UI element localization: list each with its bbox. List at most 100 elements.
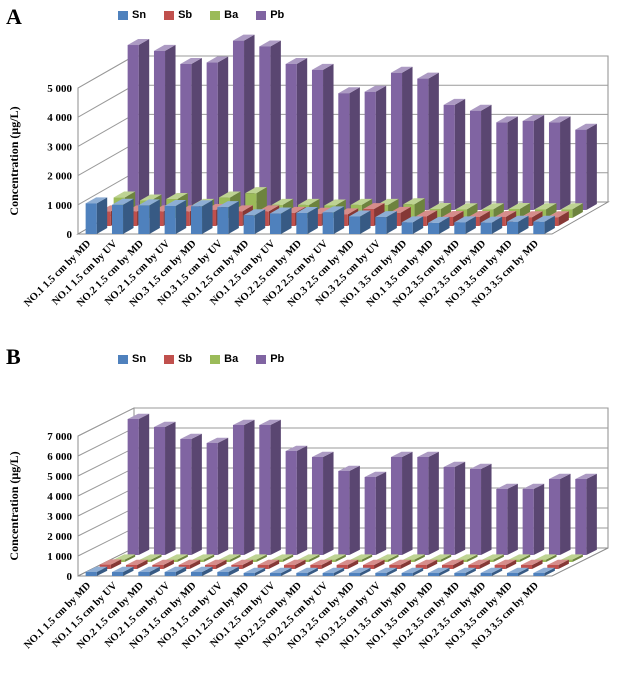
- bar-side: [440, 202, 452, 218]
- bar-top: [269, 207, 292, 214]
- bar-sn: [269, 207, 292, 234]
- bar-sn: [269, 567, 292, 576]
- bar-side: [217, 437, 229, 555]
- bar-side: [137, 559, 148, 569]
- bar-front: [217, 207, 229, 234]
- bar-top: [561, 203, 583, 210]
- bar-top: [153, 44, 176, 51]
- bar-top: [338, 87, 360, 94]
- bar-front: [454, 222, 466, 234]
- bar-front: [362, 565, 375, 569]
- bar-sn: [138, 199, 160, 234]
- bar-side: [467, 203, 478, 218]
- bar-side: [124, 554, 136, 562]
- bar-top: [217, 201, 239, 208]
- bar-top: [350, 554, 373, 560]
- bar-side: [335, 554, 346, 562]
- bar-top: [178, 559, 201, 565]
- bar-sn: [190, 200, 213, 234]
- bar-front: [364, 91, 376, 210]
- bar-front: [206, 443, 218, 555]
- bar-side: [414, 554, 425, 562]
- bar-top: [111, 566, 134, 572]
- bar-top: [99, 559, 122, 565]
- bar-top: [245, 187, 267, 194]
- bar-side: [439, 567, 450, 576]
- bar-top: [403, 198, 425, 205]
- bar-top: [348, 210, 371, 217]
- bar-side: [165, 44, 176, 210]
- bar-top: [285, 58, 308, 64]
- legend-swatch-pb: [256, 10, 267, 20]
- legend-label-ba: Ba: [224, 9, 239, 21]
- bar-top: [297, 554, 320, 560]
- bar-side: [321, 559, 332, 569]
- bar-top: [139, 194, 162, 201]
- bar-top: [427, 216, 450, 223]
- bar-side: [281, 207, 292, 234]
- bar-pb: [311, 63, 334, 211]
- bar-front: [533, 221, 545, 234]
- bar-side: [481, 463, 492, 555]
- bar-sn: [85, 197, 108, 234]
- legend-label-sn: Sn: [132, 353, 147, 365]
- bar-pb: [548, 116, 571, 210]
- bar-side: [493, 203, 504, 218]
- bar-side: [546, 554, 557, 562]
- legend-item-pb: Pb: [256, 353, 284, 365]
- legend-label-sb: Sb: [178, 9, 193, 21]
- bar-front: [217, 572, 229, 576]
- bar-top: [218, 554, 241, 560]
- bar-top: [127, 413, 150, 419]
- bar-side: [558, 559, 569, 569]
- bar-top: [138, 199, 160, 206]
- bar-front: [548, 122, 561, 210]
- bar-pb: [443, 98, 466, 210]
- bar-side: [519, 554, 531, 562]
- bar-pb: [127, 39, 150, 210]
- bar-front: [338, 93, 350, 210]
- bar-top: [348, 567, 371, 573]
- bar-pb: [153, 44, 176, 210]
- bar-side: [242, 559, 253, 569]
- bar-side: [270, 419, 281, 555]
- legend-label-pb: Pb: [270, 353, 285, 365]
- bar-top: [508, 554, 531, 560]
- bar-front: [364, 477, 376, 555]
- bar-pb: [259, 419, 281, 555]
- bar-side: [465, 567, 476, 576]
- bar-pb: [469, 463, 492, 555]
- bar-top: [575, 473, 597, 479]
- bar-top: [575, 123, 597, 130]
- bar-pb: [206, 437, 229, 555]
- bar-sn: [164, 566, 187, 576]
- bar-side: [295, 559, 306, 569]
- bar-side: [375, 85, 387, 210]
- bar-side: [296, 58, 308, 210]
- y-tick-label: 5 000: [47, 471, 72, 483]
- bar-sb: [520, 559, 543, 569]
- bar-top: [297, 198, 320, 205]
- bar-front: [153, 427, 166, 555]
- bar-pb: [311, 451, 334, 555]
- panel-label-b: B: [6, 344, 21, 369]
- bar-top: [443, 461, 466, 467]
- bar-front: [575, 479, 587, 555]
- bar-front: [443, 467, 455, 555]
- bar-front: [522, 120, 534, 210]
- bar-top: [206, 56, 229, 63]
- bar-top: [85, 197, 108, 204]
- bar-side: [138, 413, 150, 555]
- bar-top: [401, 567, 424, 573]
- bar-top: [496, 116, 518, 123]
- bar-top: [192, 554, 215, 560]
- bar-side: [493, 554, 504, 562]
- bar-top: [508, 202, 531, 209]
- bar-front: [547, 565, 559, 569]
- bar-front: [427, 222, 440, 234]
- bar-top: [494, 559, 517, 565]
- bar-side: [388, 554, 399, 562]
- bar-top: [243, 209, 266, 216]
- bar-front: [401, 573, 413, 576]
- bar-front: [338, 471, 350, 555]
